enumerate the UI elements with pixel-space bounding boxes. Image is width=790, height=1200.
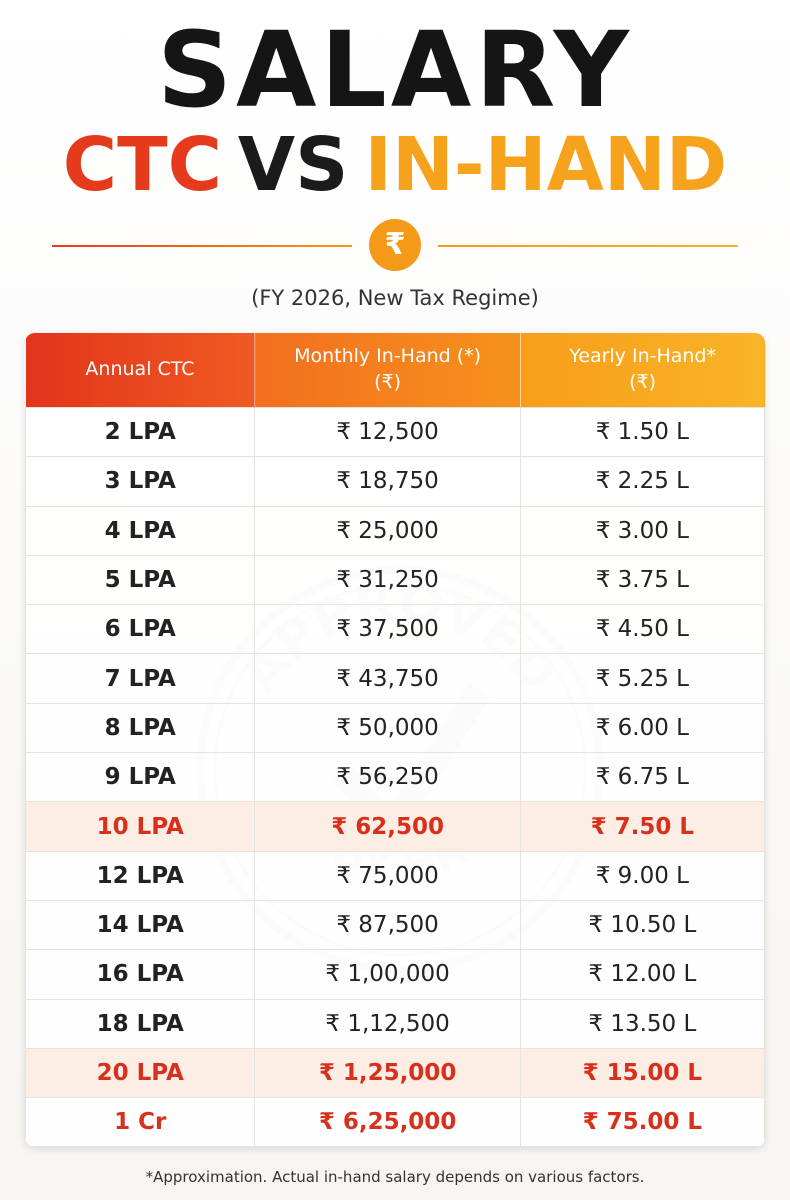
table-head: Annual CTC Monthly In-Hand (*) (₹) Yearly I… xyxy=(25,333,765,408)
table-cell: 12 LPA xyxy=(25,850,256,901)
subtitle-ctc: CTC xyxy=(62,122,222,208)
table-cell: ₹ 6,25,000 xyxy=(254,1097,521,1148)
table-cell: ₹ 13.50 L xyxy=(519,998,765,1049)
table-row: 18 LPA ₹ 1,12,500 ₹ 13.50 L xyxy=(25,998,765,1049)
table-cell: 3 LPA xyxy=(25,456,256,507)
table-cell: ₹ 4.50 L xyxy=(519,604,765,655)
table-cell: ₹ 3.00 L xyxy=(519,505,765,556)
table-row: 12 LPA ₹ 75,000 ₹ 9.00 L xyxy=(25,850,765,901)
rupee-icon: ₹ xyxy=(369,219,421,271)
table-cell: ₹ 62,500 xyxy=(254,801,521,852)
table-cell: ₹ 37,500 xyxy=(254,604,521,655)
subtitle: CTC VS IN-HAND xyxy=(0,128,790,202)
table-row: 1 Cr ₹ 6,25,000 ₹ 75.00 L xyxy=(25,1097,765,1148)
table-cell: 10 LPA xyxy=(25,801,256,852)
table-cell: ₹ 31,250 xyxy=(254,554,521,606)
footnote: *Approximation. Actual in-hand salary de… xyxy=(145,1168,645,1186)
table-cell: ₹ 1,25,000 xyxy=(254,1047,521,1099)
table-cell: 4 LPA xyxy=(25,505,256,556)
title: SALARY xyxy=(157,9,633,131)
table-row: 7 LPA ₹ 43,750 ₹ 5.25 L xyxy=(25,653,765,704)
table-cell: ₹ 10.50 L xyxy=(519,899,765,951)
table-cell: ₹ 3.75 L xyxy=(519,554,765,606)
header-line: (₹) xyxy=(374,371,402,393)
table-cell: ₹ 56,250 xyxy=(254,752,521,803)
table-cell: 9 LPA xyxy=(25,752,256,803)
header-line: Yearly In-Hand* xyxy=(569,345,716,368)
table-cell: 16 LPA xyxy=(25,949,256,1000)
column-header: Yearly In-Hand* (₹) xyxy=(520,333,765,408)
header-row: Annual CTC Monthly In-Hand (*) (₹) Yearly I… xyxy=(25,333,765,408)
table-cell: 20 LPA xyxy=(25,1047,256,1099)
table-cell: 7 LPA xyxy=(25,653,256,704)
table-row: 5 LPA ₹ 31,250 ₹ 3.75 L xyxy=(25,554,765,606)
table-cell: ₹ 15.00 L xyxy=(519,1047,765,1099)
table-cell: ₹ 9.00 L xyxy=(519,850,765,901)
table-row: 10 LPA ₹ 62,500 ₹ 7.50 L xyxy=(25,801,765,852)
table-cell: 6 LPA xyxy=(25,604,256,655)
header-line: (₹) xyxy=(629,371,657,393)
subtitle-vs: VS xyxy=(237,122,349,208)
table-cell: ₹ 50,000 xyxy=(254,702,521,754)
table-cell: ₹ 12.00 L xyxy=(519,949,765,1000)
column-header: Annual CTC xyxy=(25,333,256,408)
column-header: Monthly In-Hand (*) (₹) xyxy=(254,333,521,408)
table-row: 4 LPA ₹ 25,000 ₹ 3.00 L xyxy=(25,505,765,556)
table-row: 2 LPA ₹ 12,500 ₹ 1.50 L xyxy=(25,406,765,458)
table-row: 20 LPA ₹ 1,25,000 ₹ 15.00 L xyxy=(25,1047,765,1099)
table-cell: ₹ 25,000 xyxy=(254,505,521,556)
table-cell: ₹ 6.00 L xyxy=(519,702,765,754)
table-cell: 5 LPA xyxy=(25,554,256,606)
table-cell: ₹ 1,00,000 xyxy=(254,949,521,1000)
table-cell: ₹ 1.50 L xyxy=(519,406,765,458)
table-cell: ₹ 75,000 xyxy=(254,850,521,901)
table-row: 3 LPA ₹ 18,750 ₹ 2.25 L xyxy=(25,456,765,507)
table-row: 14 LPA ₹ 87,500 ₹ 10.50 L xyxy=(25,899,765,951)
table-cell: ₹ 6.75 L xyxy=(519,752,765,803)
note: (FY 2026, New Tax Regime) xyxy=(251,286,539,310)
table-cell: ₹ 2.25 L xyxy=(519,456,765,507)
header-line: Monthly In-Hand (*) xyxy=(294,345,482,368)
divider xyxy=(438,245,738,247)
salary-table: Annual CTC Monthly In-Hand (*) (₹) Yearly I… xyxy=(25,333,765,1148)
table-cell: 1 Cr xyxy=(25,1097,256,1148)
table-cell: 2 LPA xyxy=(25,406,256,458)
divider xyxy=(52,245,352,247)
subtitle-inhand: IN-HAND xyxy=(364,122,728,208)
table-row: 6 LPA ₹ 37,500 ₹ 4.50 L xyxy=(25,604,765,655)
table-row: 16 LPA ₹ 1,00,000 ₹ 12.00 L xyxy=(25,949,765,1000)
table-cell: ₹ 87,500 xyxy=(254,899,521,951)
table-cell: ₹ 43,750 xyxy=(254,653,521,704)
table-cell: ₹ 18,750 xyxy=(254,456,521,507)
table-cell: ₹ 75.00 L xyxy=(519,1097,765,1148)
table-cell: 14 LPA xyxy=(25,899,256,951)
table-cell: 8 LPA xyxy=(25,702,256,754)
table-cell: ₹ 12,500 xyxy=(254,406,521,458)
table-cell: ₹ 7.50 L xyxy=(519,801,765,852)
table-row: 9 LPA ₹ 56,250 ₹ 6.75 L xyxy=(25,752,765,803)
table-cell: ₹ 5.25 L xyxy=(519,653,765,704)
table-cell: 18 LPA xyxy=(25,998,256,1049)
header-line: Annual CTC xyxy=(85,358,195,381)
table-row: 8 LPA ₹ 50,000 ₹ 6.00 L xyxy=(25,702,765,754)
table-cell: ₹ 1,12,500 xyxy=(254,998,521,1049)
